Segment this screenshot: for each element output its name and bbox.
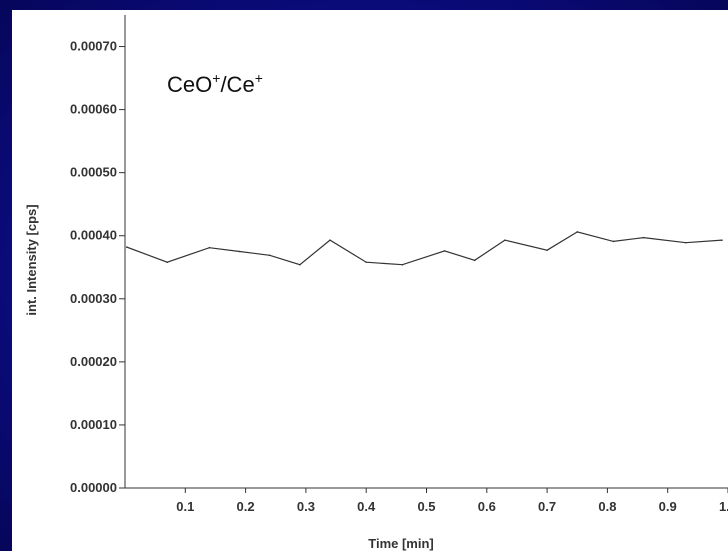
y-tick-label: 0.00000 bbox=[70, 480, 117, 495]
x-tick-label: 0.9 bbox=[659, 499, 677, 514]
x-tick-label: 0.7 bbox=[538, 499, 556, 514]
chart-annotation: CeO+/Ce+ bbox=[167, 70, 263, 97]
data-point bbox=[208, 246, 211, 249]
data-point bbox=[612, 240, 615, 243]
y-tick-label: 0.00070 bbox=[70, 39, 117, 54]
y-axis-ticks: 0.00000 0.00010 0.00020 0.00030 0.00040 0.000… bbox=[70, 39, 125, 495]
chart-panel: 0.00000 0.00010 0.00020 0.00030 0.00040 0.000… bbox=[12, 10, 728, 551]
data-point bbox=[546, 249, 548, 252]
data-point bbox=[126, 246, 128, 248]
data-point bbox=[166, 261, 169, 264]
data-point bbox=[473, 259, 476, 262]
data-point bbox=[238, 250, 241, 253]
y-tick-label: 0.00040 bbox=[70, 228, 117, 243]
x-tick-label: 0.2 bbox=[237, 499, 255, 514]
y-axis-label: int. Intensity [cps] bbox=[24, 204, 39, 315]
y-tick-label: 0.00030 bbox=[70, 291, 117, 306]
data-point bbox=[299, 263, 301, 266]
x-axis-label: Time [min] bbox=[368, 536, 434, 551]
x-tick-label: 0.6 bbox=[478, 499, 496, 514]
data-point bbox=[504, 239, 506, 241]
x-tick-label: 1.0 bbox=[719, 499, 728, 514]
data-point bbox=[576, 231, 579, 233]
x-tick-label: 0.4 bbox=[357, 499, 376, 514]
y-tick-label: 0.00020 bbox=[70, 354, 117, 369]
data-point bbox=[642, 236, 645, 239]
x-tick-label: 0.1 bbox=[176, 499, 194, 514]
y-tick-label: 0.00060 bbox=[70, 102, 117, 117]
data-point bbox=[365, 261, 368, 264]
x-tick-label: 0.3 bbox=[297, 499, 315, 514]
series-line bbox=[126, 231, 723, 266]
data-point bbox=[268, 254, 271, 257]
y-tick-label: 0.00010 bbox=[70, 417, 117, 432]
data-series bbox=[126, 231, 723, 266]
x-tick-label: 0.8 bbox=[598, 499, 616, 514]
data-point bbox=[443, 250, 446, 252]
data-point bbox=[329, 239, 331, 241]
data-point bbox=[401, 263, 404, 266]
y-tick-label: 0.00050 bbox=[70, 165, 117, 180]
data-point bbox=[684, 241, 687, 244]
x-axis-ticks: 0.1 0.2 0.3 0.4 0.5 0.6 0.7 0.8 0.9 1.0 bbox=[176, 488, 728, 514]
data-point bbox=[721, 239, 723, 241]
line-chart: 0.00000 0.00010 0.00020 0.00030 0.00040 0.000… bbox=[24, 15, 728, 551]
x-tick-label: 0.5 bbox=[417, 499, 435, 514]
